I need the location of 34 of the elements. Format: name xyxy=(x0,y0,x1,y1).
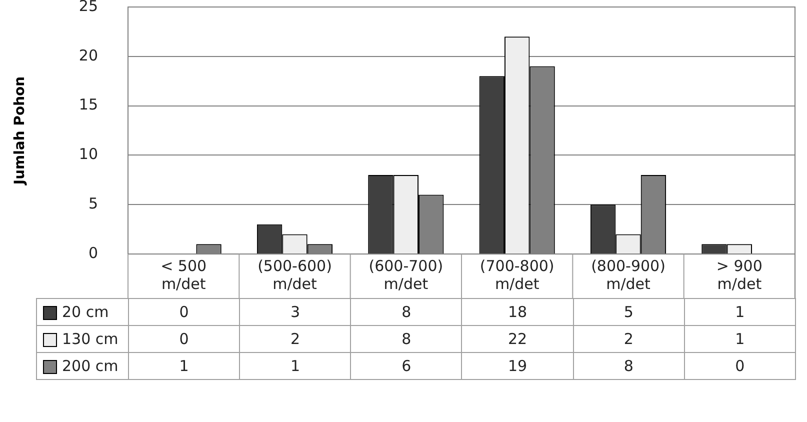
legend-label: 130 cm xyxy=(62,330,118,348)
data-label: 22 xyxy=(462,326,574,352)
data-label: 0 xyxy=(128,326,240,352)
data-label: 3 xyxy=(240,298,351,326)
x-tick-label: > 900 m/det xyxy=(716,256,762,293)
y-axis-title: Jumlah Pohon xyxy=(12,76,28,186)
data-label: 18 xyxy=(462,298,574,326)
data-label: 1 xyxy=(684,326,796,352)
legend-label: 200 cm xyxy=(62,357,118,375)
data-label: 8 xyxy=(350,298,462,326)
x-tick-label: (800-900) m/det xyxy=(591,256,666,293)
x-tick-label: < 500 m/det xyxy=(160,256,207,293)
y-tick-label: 10 xyxy=(78,145,98,164)
y-tick-label: 15 xyxy=(78,96,98,114)
data-label: 1 xyxy=(240,352,351,380)
data-label: 8 xyxy=(573,352,684,380)
x-tick-label: (700-800) m/det xyxy=(480,256,554,293)
y-tick-label: 20 xyxy=(78,46,98,64)
data-label: 0 xyxy=(128,298,240,326)
y-tick-label: 25 xyxy=(78,0,98,15)
x-tick-label: (500-600) m/det xyxy=(258,256,332,293)
data-label: 1 xyxy=(128,352,240,380)
data-label: 1 xyxy=(684,298,796,326)
data-label: 6 xyxy=(350,352,462,380)
data-label: 8 xyxy=(350,326,462,352)
data-label: 2 xyxy=(573,326,684,352)
data-label: 5 xyxy=(573,298,684,326)
y-tick-label: 0 xyxy=(88,244,98,262)
data-label: 19 xyxy=(462,352,574,380)
legend-label: 20 cm xyxy=(62,303,109,321)
y-tick-label: 5 xyxy=(88,194,98,212)
data-label: 0 xyxy=(684,352,796,380)
data-label: 2 xyxy=(240,326,351,352)
x-tick-label: (600-700) m/det xyxy=(368,256,444,293)
